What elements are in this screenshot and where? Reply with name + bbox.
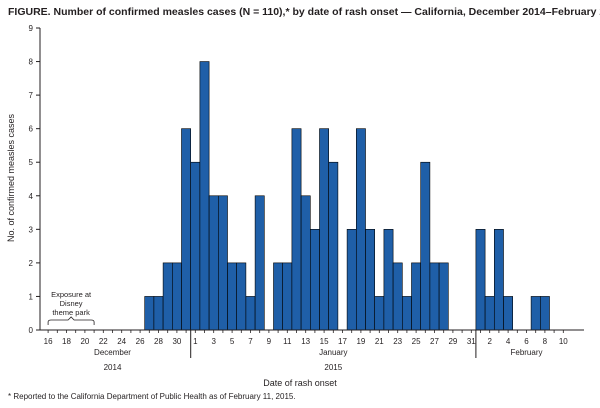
bar-jan-24	[401, 296, 412, 331]
bar-jan-23	[392, 262, 403, 331]
x-tick-label: 23	[393, 337, 402, 346]
y-tick-label: 9	[29, 24, 34, 33]
x-axis-label: Date of rash onset	[263, 378, 337, 388]
bar-jan-22	[383, 229, 394, 331]
bar-jan-12	[291, 128, 302, 331]
bar-jan-4	[218, 195, 228, 331]
year-label: 2014	[104, 363, 122, 372]
bar-jan-15	[319, 128, 329, 331]
bar-feb-4	[503, 296, 513, 331]
bar-jan-5	[227, 262, 237, 331]
x-tick-label: 11	[283, 337, 292, 346]
y-tick-label: 6	[29, 125, 34, 134]
x-tick-label: 10	[559, 337, 568, 346]
y-tick-label: 7	[29, 91, 34, 100]
annotation-bracket	[47, 316, 95, 325]
y-axis-label: No. of confirmed measles cases	[6, 113, 16, 242]
bar-jan-7	[245, 296, 256, 331]
bar-feb-8	[539, 296, 550, 331]
bar-feb-2	[484, 296, 495, 331]
bar-jan-25	[411, 262, 421, 331]
bar-feb-7	[530, 296, 541, 331]
x-tick-label: 4	[506, 337, 511, 346]
x-tick-label: 25	[412, 337, 421, 346]
annotation-line: theme park	[52, 308, 90, 317]
bar-dec-30	[172, 262, 182, 331]
month-label: December	[94, 348, 131, 357]
x-tick-label: 22	[99, 337, 108, 346]
bar-jan-20	[365, 229, 375, 331]
x-tick-label: 15	[320, 337, 329, 346]
annotation-line: Exposure at	[51, 290, 92, 299]
x-tick-label: 31	[467, 337, 476, 346]
bar-jan-19	[355, 128, 366, 331]
x-tick-label: 20	[80, 337, 89, 346]
bar-jan-16	[328, 161, 339, 331]
bar-jan-27	[429, 262, 440, 331]
y-tick-label: 1	[29, 292, 34, 301]
x-tick-label: 29	[448, 337, 457, 346]
y-tick-label: 2	[29, 259, 34, 268]
y-tick-label: 5	[29, 158, 34, 167]
y-axis: 0 1 2 3 4 5 6 7 8 9	[29, 24, 41, 335]
month-label: January	[319, 348, 347, 357]
y-tick-label: 3	[29, 225, 34, 234]
x-tick-label: 27	[430, 337, 439, 346]
bar-jan-3	[208, 195, 219, 331]
annotation-line: Disney	[60, 299, 83, 308]
x-tick-label: 2	[487, 337, 492, 346]
bar-jan-21	[374, 296, 385, 331]
x-tick-label: 9	[267, 337, 272, 346]
bar-dec-27	[144, 296, 155, 331]
x-tick-label: 18	[62, 337, 71, 346]
figure-title: FIGURE. Number of confirmed measles case…	[8, 6, 600, 18]
x-tick-label: 8	[543, 337, 548, 346]
footnote: * Reported to the California Department …	[8, 392, 296, 401]
x-tick-label: 26	[136, 337, 145, 346]
x-tick-label: 5	[230, 337, 235, 346]
bar-dec-31	[181, 128, 191, 331]
x-tick-label: 21	[375, 337, 384, 346]
bar-jan-2	[199, 61, 210, 331]
y-tick-label: 4	[29, 192, 34, 201]
x-tick-label: 17	[338, 337, 347, 346]
bars	[144, 61, 550, 331]
year-label: 2015	[324, 363, 342, 372]
month-label: February	[510, 348, 542, 357]
x-tick-label: 28	[154, 337, 163, 346]
bar-feb-3	[493, 229, 504, 331]
bar-jan-8	[254, 195, 265, 331]
y-tick-label: 0	[29, 326, 34, 335]
bar-jan-26	[420, 161, 431, 331]
bar-jan-10	[273, 262, 283, 331]
bar-jan-1	[190, 161, 201, 331]
x-tick-label: 7	[248, 337, 253, 346]
bar-jan-6	[236, 262, 247, 331]
bar-dec-29	[162, 262, 173, 331]
x-axis: 16 18 20 22 24 26 28 30 1 3 5 7 9 11 13 15 17 19 21 23 25 27 2…	[40, 329, 584, 372]
bar-jan-13	[300, 195, 311, 331]
bar-jan-28	[438, 262, 449, 331]
x-tick-label: 6	[524, 337, 529, 346]
bar-jan-18	[346, 229, 357, 331]
bar-jan-14	[309, 229, 320, 331]
bar-feb-1	[475, 229, 486, 331]
x-tick-label: 3	[211, 337, 216, 346]
x-tick-label: 16	[44, 337, 53, 346]
x-tick-label: 24	[117, 337, 126, 346]
bar-jan-11	[282, 262, 293, 331]
y-tick-label: 8	[29, 58, 34, 67]
x-tick-label: 19	[356, 337, 365, 346]
x-tick-label: 30	[172, 337, 181, 346]
bar-dec-28	[153, 296, 164, 331]
x-tick-label: 1	[193, 337, 198, 346]
x-tick-label: 13	[301, 337, 310, 346]
